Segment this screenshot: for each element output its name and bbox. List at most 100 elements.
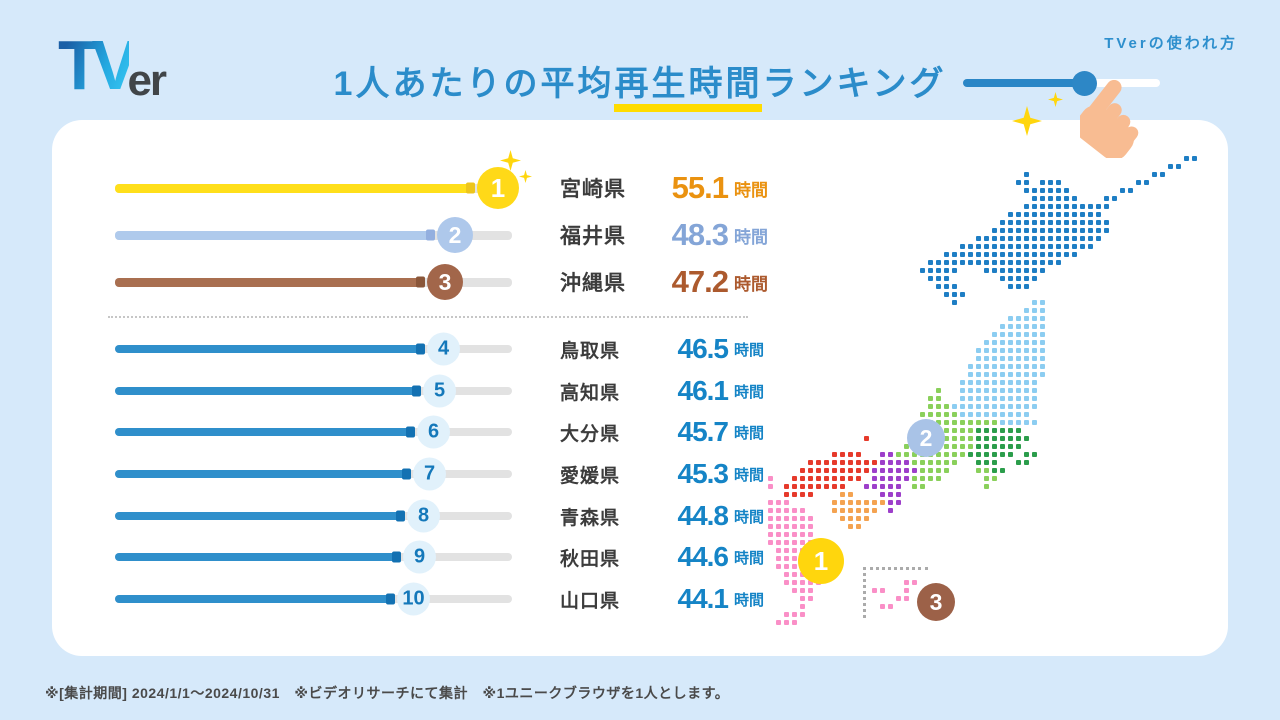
map-dot bbox=[848, 468, 853, 473]
map-dot bbox=[912, 476, 917, 481]
map-dot bbox=[992, 348, 997, 353]
map-dot bbox=[952, 300, 957, 305]
map-dot bbox=[904, 580, 909, 585]
map-dot bbox=[1024, 260, 1029, 265]
map-dot bbox=[1016, 316, 1021, 321]
map-dot bbox=[1184, 156, 1189, 161]
map-dot bbox=[1008, 356, 1013, 361]
map-dot bbox=[976, 460, 981, 465]
map-dot bbox=[928, 276, 933, 281]
map-dot bbox=[944, 452, 949, 457]
map-dot bbox=[960, 388, 965, 393]
hours-unit: 時間 bbox=[734, 466, 765, 484]
map-dot bbox=[992, 412, 997, 417]
map-dot bbox=[1168, 164, 1173, 169]
map-dot bbox=[944, 284, 949, 289]
map-dot bbox=[1024, 212, 1029, 217]
map-dot bbox=[952, 436, 957, 441]
map-dot bbox=[976, 364, 981, 369]
map-dot bbox=[976, 412, 981, 417]
map-dot bbox=[840, 500, 845, 505]
map-dot bbox=[1000, 268, 1005, 273]
map-dot bbox=[800, 604, 805, 609]
map-dot bbox=[784, 492, 789, 497]
map-dot bbox=[976, 372, 981, 377]
hours-unit: 時間 bbox=[734, 274, 768, 294]
map-dot bbox=[872, 508, 877, 513]
map-dot bbox=[1088, 212, 1093, 217]
map-dot bbox=[888, 468, 893, 473]
map-dot bbox=[920, 476, 925, 481]
map-dot bbox=[904, 444, 909, 449]
map-dot bbox=[848, 492, 853, 497]
map-dot bbox=[920, 460, 925, 465]
map-dot bbox=[872, 468, 877, 473]
map-dot bbox=[832, 460, 837, 465]
ranking-row: 8 青森県 44.8 時間 bbox=[115, 493, 764, 539]
map-dot bbox=[896, 452, 901, 457]
ranking-row: 7 愛媛県 45.3 時間 bbox=[115, 451, 764, 497]
map-dot bbox=[960, 380, 965, 385]
map-dot bbox=[960, 444, 965, 449]
map-dot bbox=[824, 484, 829, 489]
bar-track: 1 bbox=[115, 167, 519, 209]
map-dot bbox=[888, 484, 893, 489]
map-dot bbox=[992, 404, 997, 409]
map-dot bbox=[1056, 180, 1061, 185]
map-dot bbox=[1048, 180, 1053, 185]
map-dot bbox=[1072, 244, 1077, 249]
map-dot bbox=[864, 500, 869, 505]
map-dot bbox=[1024, 420, 1029, 425]
hours-value: 45.7 bbox=[677, 416, 730, 447]
map-dot bbox=[1040, 220, 1045, 225]
map-dot bbox=[1144, 180, 1149, 185]
map-dot bbox=[792, 548, 797, 553]
map-dot bbox=[1056, 188, 1061, 193]
map-dot bbox=[1040, 300, 1045, 305]
map-dot bbox=[912, 468, 917, 473]
map-dot bbox=[992, 452, 997, 457]
map-dot bbox=[888, 508, 893, 513]
map-dot bbox=[992, 468, 997, 473]
map-dot bbox=[960, 452, 965, 457]
map-dot bbox=[936, 276, 941, 281]
map-dot bbox=[968, 444, 973, 449]
map-dot bbox=[1048, 212, 1053, 217]
map-dot bbox=[848, 460, 853, 465]
bar-track: 9 bbox=[115, 540, 512, 574]
map-dot bbox=[768, 508, 773, 513]
map-dot bbox=[1008, 244, 1013, 249]
map-dot bbox=[1048, 228, 1053, 233]
map-dot bbox=[1032, 268, 1037, 273]
map-dot bbox=[776, 516, 781, 521]
map-dot bbox=[944, 252, 949, 257]
bar-cap bbox=[406, 426, 415, 438]
prefecture-name: 大分県 bbox=[560, 423, 621, 445]
bar-cap bbox=[392, 551, 401, 563]
map-dot bbox=[880, 492, 885, 497]
map-dot bbox=[968, 372, 973, 377]
map-dot bbox=[792, 540, 797, 545]
map-dot bbox=[1040, 364, 1045, 369]
map-dot bbox=[984, 268, 989, 273]
bar-fill bbox=[115, 183, 475, 193]
map-dot bbox=[1064, 188, 1069, 193]
map-dot bbox=[864, 516, 869, 521]
map-dot bbox=[800, 612, 805, 617]
map-dot bbox=[1032, 324, 1037, 329]
map-dot bbox=[1064, 228, 1069, 233]
map-dot bbox=[1032, 404, 1037, 409]
map-dot bbox=[1024, 356, 1029, 361]
map-dot bbox=[1000, 332, 1005, 337]
hours-unit: 時間 bbox=[734, 424, 765, 442]
map-dot bbox=[808, 460, 813, 465]
map-dot bbox=[808, 596, 813, 601]
map-dot bbox=[1024, 324, 1029, 329]
map-dot bbox=[1040, 316, 1045, 321]
map-dot bbox=[1008, 236, 1013, 241]
map-dot bbox=[808, 484, 813, 489]
ranking-card: 1 宮崎県 55.1 時間 2 福井県 48.3 時間 3 沖縄県 47.2 時間 4 鳥取県 46.5 時間… bbox=[52, 120, 1228, 656]
map-dot bbox=[1072, 228, 1077, 233]
map-dot bbox=[912, 484, 917, 489]
map-dot bbox=[1016, 340, 1021, 345]
